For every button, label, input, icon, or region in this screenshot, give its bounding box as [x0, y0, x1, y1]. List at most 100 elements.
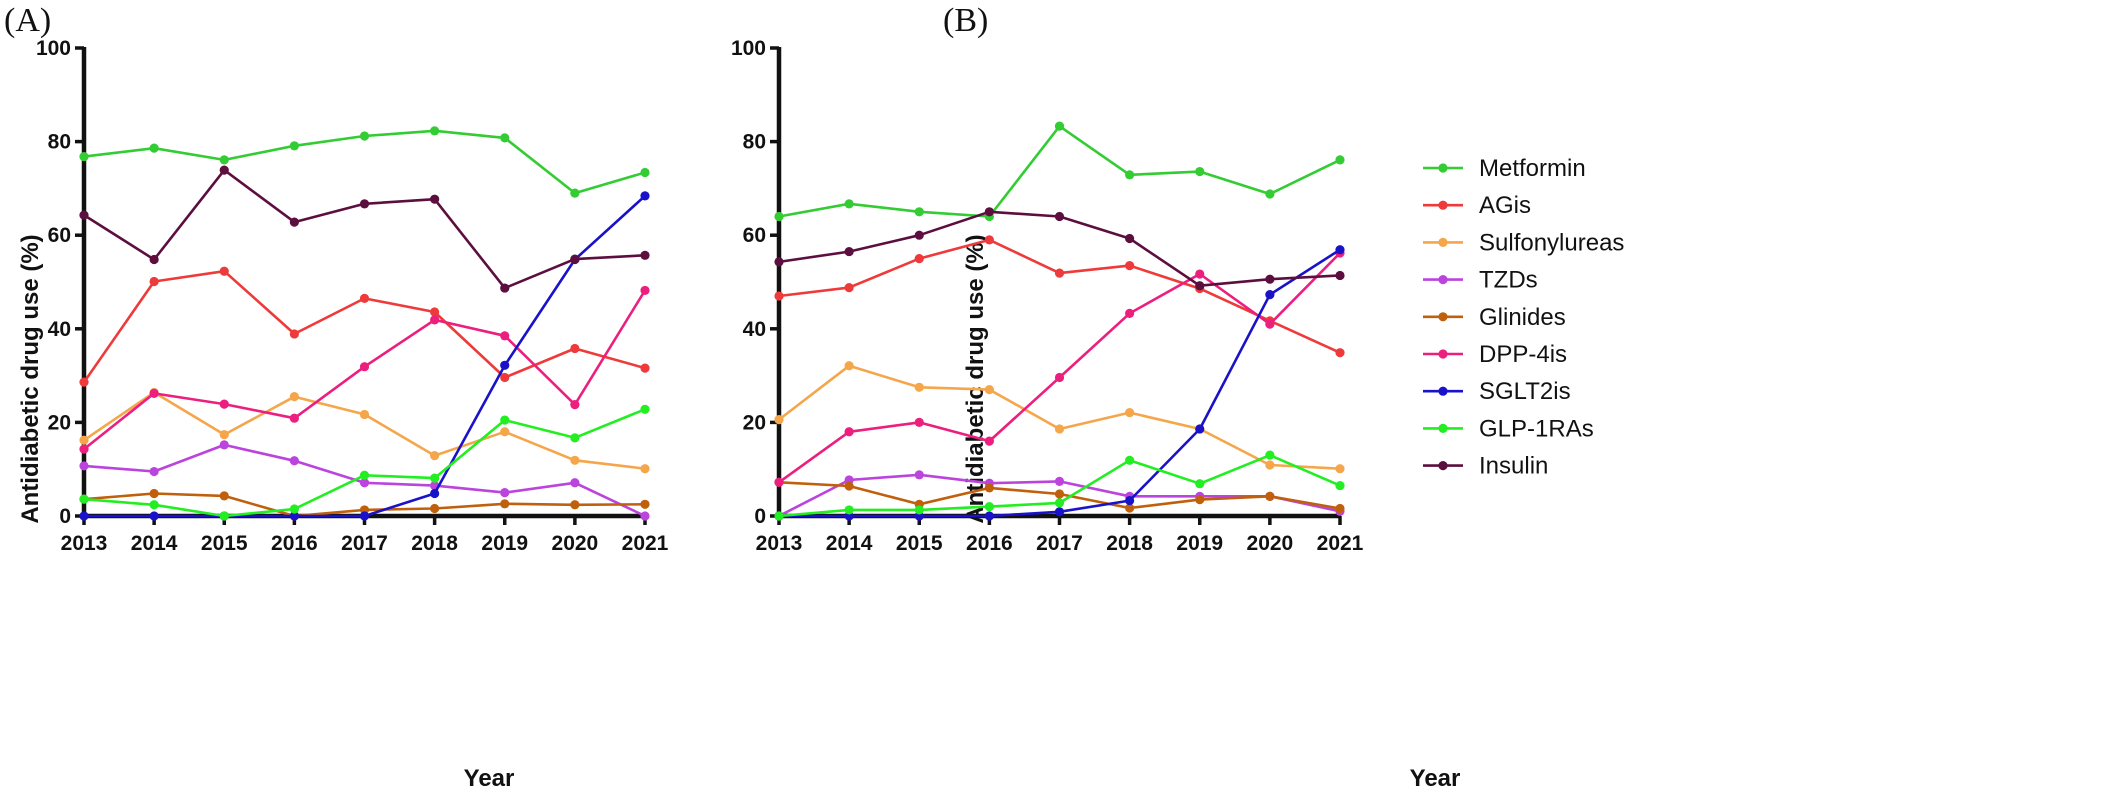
y-tick-label: 40	[743, 318, 766, 341]
x-tick-label: 2014	[826, 532, 873, 555]
series-line-dpp-4is	[778, 252, 1341, 484]
data-point-insulin	[500, 283, 510, 293]
legend-swatch-marker	[1438, 237, 1448, 247]
series-insulin	[774, 207, 1345, 291]
data-point-glp-1ras	[570, 433, 580, 443]
data-point-sulfonylureas	[844, 361, 854, 371]
data-point-agis	[500, 372, 510, 383]
y-tick-label: 80	[743, 131, 766, 154]
data-point-sulfonylureas	[570, 455, 580, 465]
series-line-agis	[778, 238, 1341, 354]
data-point-tzds	[219, 440, 229, 450]
data-point-insulin	[1125, 233, 1135, 244]
data-point-agis	[359, 293, 370, 303]
legend-label: AGis	[1479, 192, 1531, 219]
data-point-glinides	[1265, 491, 1275, 501]
data-point-agis	[1335, 348, 1345, 358]
data-point-dpp-4is	[1054, 372, 1065, 383]
legend-item-glp-1ras: GLP-1RAs	[1423, 415, 1594, 442]
data-point-glinides	[500, 499, 510, 509]
data-point-sulfonylureas	[430, 451, 440, 461]
legend-item-insulin: Insulin	[1423, 453, 1548, 480]
data-point-sulfonylureas	[359, 409, 370, 420]
data-point-metformin	[774, 211, 784, 222]
data-point-insulin	[1335, 270, 1345, 281]
series-dpp-4is	[774, 248, 1345, 487]
series-tzds	[79, 440, 650, 521]
x-axis-title: Year	[464, 765, 515, 791]
series-line-metformin	[778, 124, 1341, 218]
data-point-insulin	[640, 250, 650, 260]
data-point-agis	[914, 254, 924, 264]
data-point-agis	[1054, 268, 1065, 278]
series-line-insulin	[83, 168, 646, 290]
x-tick-label: 2016	[271, 532, 318, 555]
legend-label: TZDs	[1479, 267, 1538, 294]
y-tick-label: 40	[48, 318, 71, 341]
data-point-glp-1ras	[1195, 479, 1205, 489]
series-agis	[774, 235, 1345, 358]
data-point-dpp-4is	[984, 436, 994, 446]
data-point-metformin	[289, 141, 299, 151]
series-glp-1ras	[774, 450, 1345, 521]
data-point-dpp-4is	[640, 285, 650, 296]
series-insulin	[79, 165, 650, 293]
legend-swatch-marker	[1438, 312, 1448, 322]
data-point-glp-1ras	[774, 511, 784, 521]
data-point-sulfonylureas	[1125, 407, 1135, 418]
legend-item-sglt2is: SGLT2is	[1423, 378, 1571, 405]
data-point-dpp-4is	[914, 417, 924, 427]
legend-label: Metformin	[1479, 155, 1586, 182]
legend-label: Insulin	[1479, 453, 1548, 480]
data-point-sulfonylureas	[914, 382, 924, 392]
series-line-sulfonylureas	[83, 391, 646, 470]
y-tick-label: 0	[59, 505, 71, 528]
data-point-dpp-4is	[359, 362, 370, 372]
data-point-metformin	[219, 155, 229, 165]
data-point-agis	[149, 276, 159, 287]
data-point-sglt2is	[500, 360, 510, 370]
legend-item-dpp-4is: DPP-4is	[1423, 341, 1567, 368]
data-point-metformin	[1125, 170, 1135, 180]
data-point-agis	[570, 343, 580, 354]
data-point-agis	[984, 235, 994, 245]
data-point-glp-1ras	[844, 505, 854, 515]
data-point-agis	[844, 283, 854, 293]
data-point-tzds	[500, 488, 510, 498]
data-point-glinides	[1054, 489, 1065, 499]
data-point-tzds	[570, 478, 580, 488]
x-tick-label: 2020	[1247, 532, 1294, 555]
data-point-metformin	[79, 151, 89, 162]
data-point-insulin	[570, 254, 580, 264]
data-point-insulin	[1054, 211, 1065, 222]
data-point-dpp-4is	[1195, 269, 1205, 279]
data-point-sulfonylureas	[79, 435, 89, 445]
data-point-glinides	[570, 500, 580, 510]
data-point-dpp-4is	[844, 427, 854, 437]
data-point-agis	[430, 307, 440, 317]
data-point-glinides	[430, 503, 440, 514]
data-point-tzds	[79, 461, 89, 471]
data-point-agis	[219, 266, 229, 276]
series-line-sglt2is	[779, 248, 1341, 518]
data-point-tzds	[914, 470, 924, 480]
data-point-sglt2is	[1125, 495, 1135, 506]
data-point-insulin	[774, 257, 784, 267]
legend-swatch-marker	[1438, 423, 1448, 433]
data-point-metformin	[359, 131, 370, 141]
data-point-sglt2is	[79, 511, 89, 521]
data-point-glinides	[219, 491, 229, 501]
x-tick-label: 2019	[481, 532, 528, 555]
data-point-insulin	[149, 254, 159, 265]
data-point-dpp-4is	[570, 400, 580, 410]
data-point-sulfonylureas	[219, 429, 229, 440]
data-point-glinides	[1125, 503, 1135, 513]
data-point-sulfonylureas	[500, 427, 510, 437]
data-point-glinides	[984, 483, 994, 493]
legend-label: Glinides	[1479, 304, 1566, 331]
data-point-glp-1ras	[1054, 498, 1065, 508]
legend-swatch-marker	[1438, 461, 1448, 471]
data-point-insulin	[1195, 281, 1205, 291]
data-point-dpp-4is	[1125, 308, 1135, 318]
